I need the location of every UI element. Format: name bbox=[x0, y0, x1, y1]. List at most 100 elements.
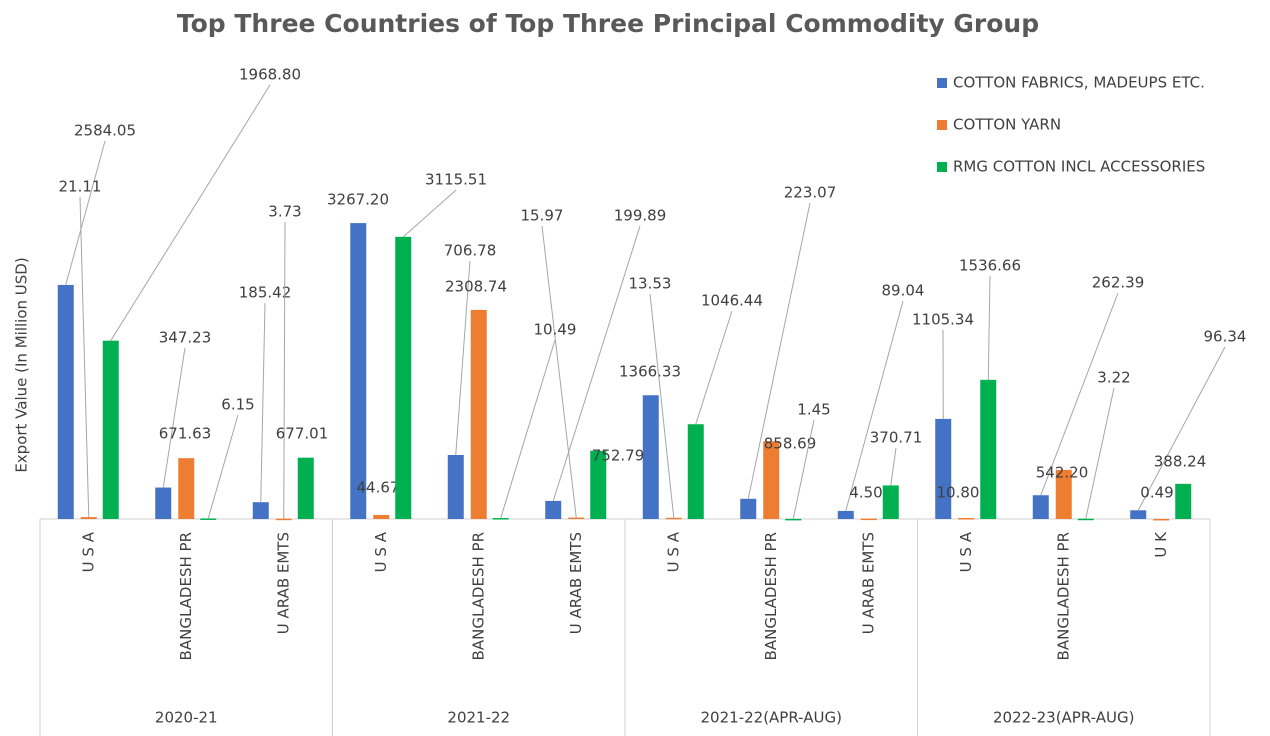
data-label: 3115.51 bbox=[425, 171, 487, 189]
group-label: 2021-22(APR-AUG) bbox=[701, 709, 842, 727]
bar bbox=[102, 340, 119, 519]
legend-label: COTTON YARN bbox=[953, 116, 1061, 134]
leader-line bbox=[649, 293, 675, 518]
leader-line bbox=[987, 275, 991, 380]
data-label: 3.73 bbox=[268, 203, 301, 221]
data-label: 1.45 bbox=[797, 401, 830, 419]
leader-line bbox=[110, 84, 271, 341]
data-label: 388.24 bbox=[1154, 453, 1207, 471]
leader-line bbox=[541, 225, 577, 518]
bar bbox=[80, 517, 97, 519]
data-label: 10.49 bbox=[534, 321, 577, 339]
bar bbox=[492, 518, 509, 520]
data-label: 3.22 bbox=[1097, 369, 1130, 387]
data-label: 1046.44 bbox=[701, 292, 763, 310]
leader-line bbox=[695, 310, 733, 425]
x-tick-label: U ARAB EMTS bbox=[567, 532, 585, 634]
data-label: 10.80 bbox=[937, 484, 980, 502]
x-tick-label: BANGLADESH PR bbox=[762, 532, 780, 660]
leader-line bbox=[162, 347, 186, 488]
legend-swatch bbox=[937, 78, 947, 88]
chart-title: Top Three Countries of Top Three Princip… bbox=[177, 9, 1039, 38]
bar bbox=[470, 309, 487, 519]
bar bbox=[935, 418, 952, 519]
bar bbox=[882, 485, 899, 519]
data-label: 2584.05 bbox=[74, 122, 136, 140]
x-tick-label: U S A bbox=[372, 531, 390, 572]
bar bbox=[665, 517, 682, 520]
bar bbox=[178, 458, 195, 519]
legend-label: RMG COTTON INCL ACCESSORIES bbox=[953, 158, 1205, 176]
bar bbox=[785, 518, 802, 521]
leader-line bbox=[207, 414, 239, 519]
bar bbox=[1055, 469, 1072, 519]
data-label: 96.34 bbox=[1204, 328, 1247, 346]
x-tick-label: BANGLADESH PR bbox=[469, 532, 487, 660]
bar bbox=[155, 487, 172, 519]
bar bbox=[687, 424, 704, 519]
group-label: 2021-22 bbox=[447, 709, 510, 727]
bar bbox=[568, 517, 585, 520]
data-label: 752.79 bbox=[592, 447, 645, 465]
data-label: 677.01 bbox=[276, 425, 329, 443]
y-axis-label: Export Value (In Million USD) bbox=[13, 257, 31, 472]
bar bbox=[1153, 518, 1170, 521]
leader-line bbox=[79, 196, 90, 518]
data-label: 0.49 bbox=[1140, 484, 1173, 502]
leader-line bbox=[845, 300, 904, 512]
leader-line bbox=[260, 302, 266, 503]
bar bbox=[395, 236, 412, 520]
bar bbox=[57, 284, 74, 519]
leader-line bbox=[792, 419, 815, 519]
bar bbox=[447, 454, 464, 519]
bar bbox=[1032, 495, 1049, 519]
x-tick-label: BANGLADESH PR bbox=[177, 532, 195, 660]
leader-line bbox=[1085, 387, 1115, 519]
leader-line bbox=[1040, 292, 1119, 496]
data-label: 89.04 bbox=[882, 282, 925, 300]
x-tick-label: U ARAB EMTS bbox=[859, 532, 877, 634]
data-label: 1105.34 bbox=[912, 311, 974, 329]
group-label: 2020-21 bbox=[155, 709, 218, 727]
bar bbox=[590, 450, 607, 519]
bar bbox=[642, 395, 659, 519]
bar bbox=[200, 518, 217, 520]
data-label: 185.42 bbox=[239, 284, 292, 302]
bar bbox=[275, 518, 292, 521]
data-label: 671.63 bbox=[159, 425, 212, 443]
bar bbox=[1175, 483, 1192, 519]
x-tick-label: U K bbox=[1152, 531, 1170, 558]
leader-line bbox=[283, 221, 286, 519]
bar bbox=[373, 514, 390, 519]
leader-line bbox=[747, 202, 811, 499]
leader-line bbox=[455, 260, 471, 456]
data-label: 44.67 bbox=[357, 479, 400, 497]
data-label: 2308.74 bbox=[445, 278, 507, 296]
data-label: 1366.33 bbox=[619, 363, 681, 381]
legend-swatch bbox=[937, 120, 947, 130]
bar bbox=[1130, 510, 1147, 519]
bar bbox=[763, 441, 780, 519]
data-label: 3267.20 bbox=[327, 191, 389, 209]
data-label: 15.97 bbox=[521, 207, 564, 225]
data-label: 223.07 bbox=[784, 184, 837, 202]
x-tick-label: U ARAB EMTS bbox=[274, 532, 292, 634]
x-tick-label: BANGLADESH PR bbox=[1054, 532, 1072, 660]
data-label: 21.11 bbox=[59, 178, 102, 196]
data-label: 706.78 bbox=[444, 242, 497, 260]
group-label: 2022-23(APR-AUG) bbox=[993, 709, 1134, 727]
legend-swatch bbox=[937, 162, 947, 172]
bar bbox=[740, 498, 757, 519]
leader-line bbox=[890, 447, 897, 486]
x-tick-label: U S A bbox=[957, 531, 975, 572]
bar bbox=[860, 518, 877, 521]
bar bbox=[958, 518, 975, 520]
leader-line bbox=[65, 140, 106, 286]
data-label: 1536.66 bbox=[959, 257, 1021, 275]
data-label: 542.20 bbox=[1036, 464, 1089, 482]
data-label: 262.39 bbox=[1092, 274, 1145, 292]
bar bbox=[350, 223, 367, 519]
leader-line bbox=[500, 339, 556, 519]
x-tick-label: U S A bbox=[664, 531, 682, 572]
